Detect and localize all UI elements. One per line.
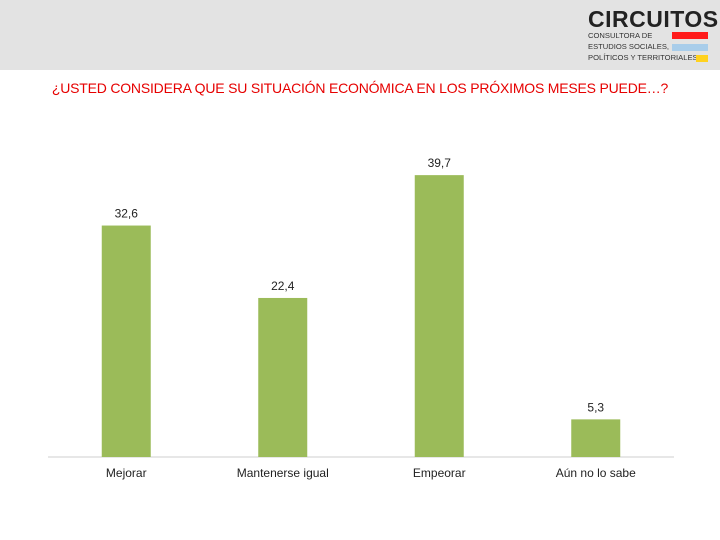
bar-1 <box>101 225 151 457</box>
bar-4 <box>571 419 621 457</box>
category-label-2: Mantenerse igual <box>237 466 329 480</box>
logo-line-2: ESTUDIOS SOCIALES, <box>588 42 670 51</box>
logo-yellow-bar <box>696 55 708 62</box>
data-label-2: 22,4 <box>271 279 295 293</box>
category-label-3: Empeorar <box>413 466 466 480</box>
logo-red-bar <box>672 32 708 39</box>
bar-3 <box>414 175 464 457</box>
logo-line-3: POLÍTICOS Y TERRITORIALES <box>588 53 698 62</box>
category-label-4: Aún no lo sabe <box>556 466 636 480</box>
data-label-3: 39,7 <box>428 156 452 170</box>
data-label-1: 32,6 <box>115 207 139 221</box>
logo-line-1: CONSULTORA DE <box>588 31 653 40</box>
chart-title: ¿USTED CONSIDERA QUE SU SITUACIÓN ECONÓM… <box>51 80 669 96</box>
circuitos-logo: CIRCUITOS CONSULTORA DE ESTUDIOS SOCIALE… <box>588 6 718 64</box>
data-label-4: 5,3 <box>587 400 604 414</box>
category-label-1: Mejorar <box>106 466 147 480</box>
header-band <box>0 0 720 70</box>
logo-wordmark: CIRCUITOS <box>588 6 719 32</box>
logo-blue-bar <box>672 44 708 51</box>
bar-2 <box>258 297 308 457</box>
